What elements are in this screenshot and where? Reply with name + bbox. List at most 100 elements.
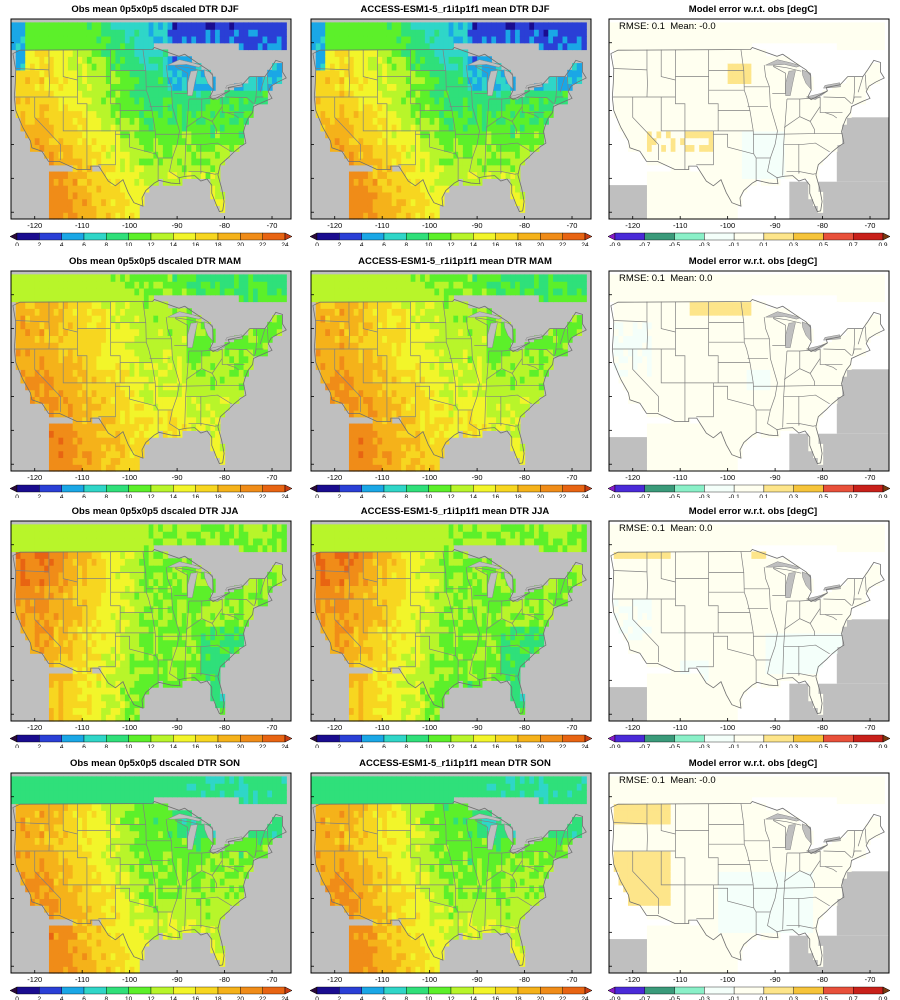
colorbar-label: 0.9 <box>878 494 887 498</box>
colorbar-label: 2 <box>38 242 42 246</box>
colorbar-label: 22 <box>559 494 567 498</box>
colorbar-label: 4 <box>360 242 364 246</box>
colorbar-label: 14 <box>170 242 178 246</box>
x-tick-label: -70 <box>865 473 876 482</box>
colorbar-label: -0.1 <box>729 242 741 246</box>
x-tick-label: -110 <box>75 723 89 732</box>
colorbar-label: 2 <box>38 494 42 498</box>
map-plot: 253035404550-120-110-100-90-80-70-0.9-0.… <box>608 772 891 1000</box>
x-tick-label: -80 <box>519 473 530 482</box>
colorbar-label: 0.1 <box>759 996 768 1000</box>
colorbar-label: -0.7 <box>639 744 651 748</box>
field-cells <box>311 22 587 220</box>
colorbar-label: -0.1 <box>729 744 741 748</box>
x-tick-label: -90 <box>172 221 183 230</box>
colorbar-label: 24 <box>581 494 589 498</box>
x-tick-label: -80 <box>817 975 828 984</box>
colorbar-label: -0.5 <box>669 242 681 246</box>
colorbar-label: 12 <box>447 996 455 1000</box>
colorbar-label: 4 <box>60 744 64 748</box>
error-stats: RMSE: 0.1 Mean: 0.0 <box>619 523 713 534</box>
colorbar-label: 22 <box>259 996 267 1000</box>
colorbar-label: 0 <box>15 242 19 246</box>
colorbar-label: 0.9 <box>878 996 887 1000</box>
x-tick-label: -100 <box>122 723 137 732</box>
x-tick-label: -90 <box>172 723 183 732</box>
colorbar-label: 18 <box>514 494 522 498</box>
map-plot: 253035404550-120-110-100-90-80-700246810… <box>10 520 293 748</box>
x-tick-label: -110 <box>673 975 687 984</box>
colorbar-label: -0.3 <box>699 494 711 498</box>
x-tick-label: -70 <box>567 723 578 732</box>
colorbar-label: 14 <box>470 242 478 246</box>
x-tick-label: -100 <box>720 473 735 482</box>
x-tick-label: -90 <box>770 723 781 732</box>
colorbar: 0 2 4 6 8 10 12 14 16 18 20 22 24 <box>10 986 293 1000</box>
panel-title: Model error w.r.t. obs [degC] <box>688 758 818 769</box>
colorbar-label: 0.3 <box>789 744 798 748</box>
colorbar-label: 0.7 <box>849 744 858 748</box>
colorbar-label: 12 <box>447 242 455 246</box>
colorbar-label: 20 <box>237 494 245 498</box>
panel-title: Model error w.r.t. obs [degC] <box>688 506 818 517</box>
colorbar-label: 20 <box>237 242 245 246</box>
panel-model-son: ACCESS-ESM1-5_r1i1p1f1 mean DTR SON 25303… <box>310 754 600 1000</box>
colorbar-label: 6 <box>82 996 86 1000</box>
colorbar-label: 8 <box>405 494 409 498</box>
x-tick-label: -120 <box>625 473 640 482</box>
x-tick-label: -110 <box>375 723 389 732</box>
x-tick-label: -120 <box>27 221 42 230</box>
x-tick-label: -90 <box>770 975 781 984</box>
x-tick-label: -70 <box>865 221 876 230</box>
panel-err-djf: Model error w.r.t. obs [degC]25303540455… <box>608 0 898 246</box>
colorbar-label: 24 <box>581 744 589 748</box>
colorbar-label: 14 <box>470 744 478 748</box>
colorbar-label: 4 <box>360 744 364 748</box>
colorbar-label: 24 <box>281 996 289 1000</box>
error-stats: RMSE: 0.1 Mean: -0.0 <box>619 21 716 32</box>
x-tick-label: -120 <box>625 221 640 230</box>
colorbar-label: 10 <box>125 996 133 1000</box>
colorbar-label: 18 <box>214 494 222 498</box>
colorbar-label: 0 <box>315 744 319 748</box>
colorbar-label: 10 <box>425 996 433 1000</box>
colorbar-label: 24 <box>581 242 589 246</box>
colorbar: 0 2 4 6 8 10 12 14 16 18 20 22 24 <box>310 232 593 246</box>
colorbar-label: 22 <box>259 242 267 246</box>
colorbar-label: 14 <box>470 494 478 498</box>
colorbar-label: 16 <box>492 744 500 748</box>
field-cells <box>11 274 287 472</box>
colorbar-label: 14 <box>170 744 178 748</box>
x-tick-label: -100 <box>422 221 437 230</box>
panel-title: ACCESS-ESM1-5_r1i1p1f1 mean DTR SON <box>359 758 551 769</box>
field-cells <box>11 22 287 220</box>
map-plot: 253035404550-120-110-100-90-80-70-0.9-0.… <box>608 18 891 246</box>
map-plot: 253035404550-120-110-100-90-80-700246810… <box>310 520 593 748</box>
colorbar-label: 18 <box>214 996 222 1000</box>
colorbar-label: 8 <box>105 494 109 498</box>
panel-model-mam: ACCESS-ESM1-5_r1i1p1f1 mean DTR MAM25303… <box>310 252 600 498</box>
x-tick-label: -100 <box>122 221 137 230</box>
colorbar-label: 0.3 <box>789 242 798 246</box>
colorbar-label: 6 <box>382 242 386 246</box>
field-cells <box>311 274 587 472</box>
colorbar-label: 12 <box>447 494 455 498</box>
colorbar-label: 18 <box>214 744 222 748</box>
colorbar-label: -0.9 <box>609 744 621 748</box>
x-tick-label: -120 <box>327 221 342 230</box>
colorbar-label: 8 <box>105 996 109 1000</box>
colorbar-label: 16 <box>492 996 500 1000</box>
x-tick-label: -70 <box>865 723 876 732</box>
field-cells <box>609 22 885 220</box>
panel-title: Obs mean 0p5x0p5 dscaled DTR DJF <box>71 4 239 15</box>
map-plot: 253035404550-120-110-100-90-80-700246810… <box>10 270 293 498</box>
map-plot: 253035404550-120-110-100-90-80-700246810… <box>310 772 593 1000</box>
colorbar-label: 0 <box>15 494 19 498</box>
colorbar-label: 10 <box>425 494 433 498</box>
colorbar-label: 24 <box>281 242 289 246</box>
colorbar-label: 16 <box>192 494 200 498</box>
colorbar-label: 10 <box>425 242 433 246</box>
x-tick-label: -80 <box>219 975 230 984</box>
colorbar-label: 8 <box>405 744 409 748</box>
x-tick-label: -70 <box>267 221 278 230</box>
